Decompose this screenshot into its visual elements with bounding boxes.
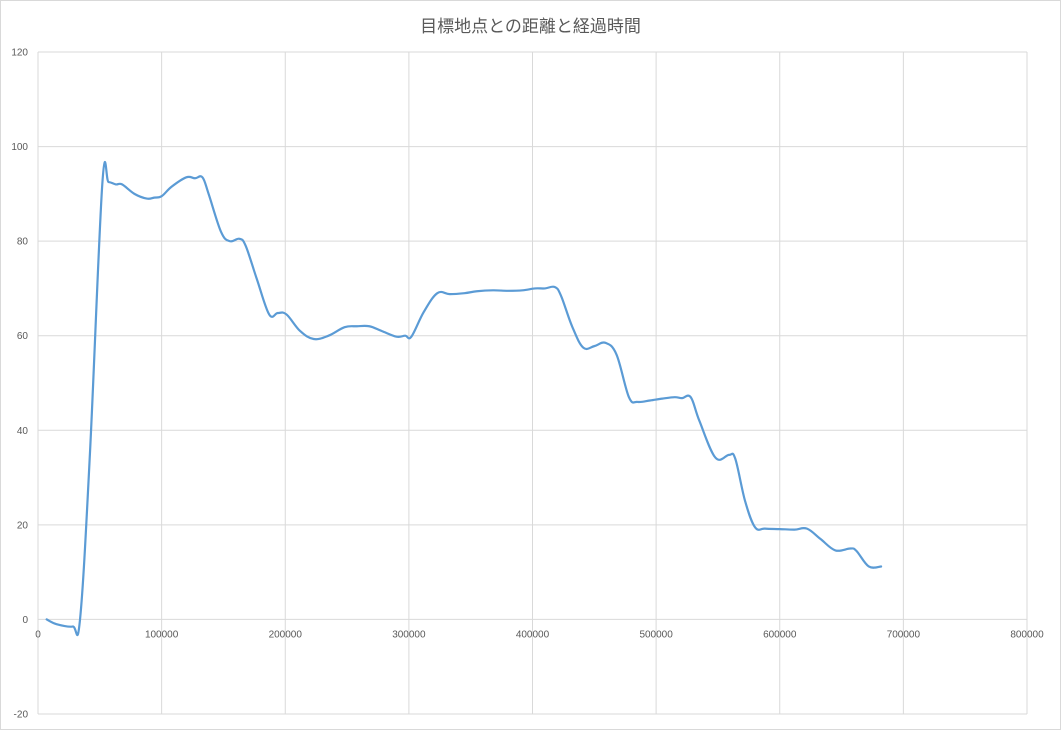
series-line <box>45 161 883 637</box>
y-tick-label: 60 <box>17 331 29 342</box>
x-tick-label: 700000 <box>887 629 921 640</box>
gridlines <box>37 51 1028 715</box>
chart-title: 目標地点との距離と経過時間 <box>420 17 641 37</box>
y-tick-label: -20 <box>14 710 29 721</box>
series-layer <box>45 161 883 637</box>
x-tick-label: 300000 <box>392 629 426 640</box>
x-tick-label: 500000 <box>639 629 673 640</box>
y-tick-label: 100 <box>11 142 28 153</box>
y-tick-label: 120 <box>11 48 28 59</box>
y-tick-label: 80 <box>17 237 29 248</box>
x-tick-label: 0 <box>35 629 41 640</box>
y-tick-label: 0 <box>22 615 28 626</box>
y-tick-label: 20 <box>17 520 29 531</box>
x-axis-tick-labels: 0 100000 200000 300000 400000 500000 600000 700… <box>35 629 1044 640</box>
x-tick-label: 800000 <box>1010 629 1044 640</box>
y-axis-tick-labels: -20 0 20 40 60 80 100 120 <box>11 48 28 721</box>
x-tick-label: 200000 <box>269 629 303 640</box>
x-tick-label: 600000 <box>763 629 797 640</box>
x-tick-label: 100000 <box>145 629 179 640</box>
x-tick-label: 400000 <box>516 629 550 640</box>
y-tick-label: 40 <box>17 426 29 437</box>
